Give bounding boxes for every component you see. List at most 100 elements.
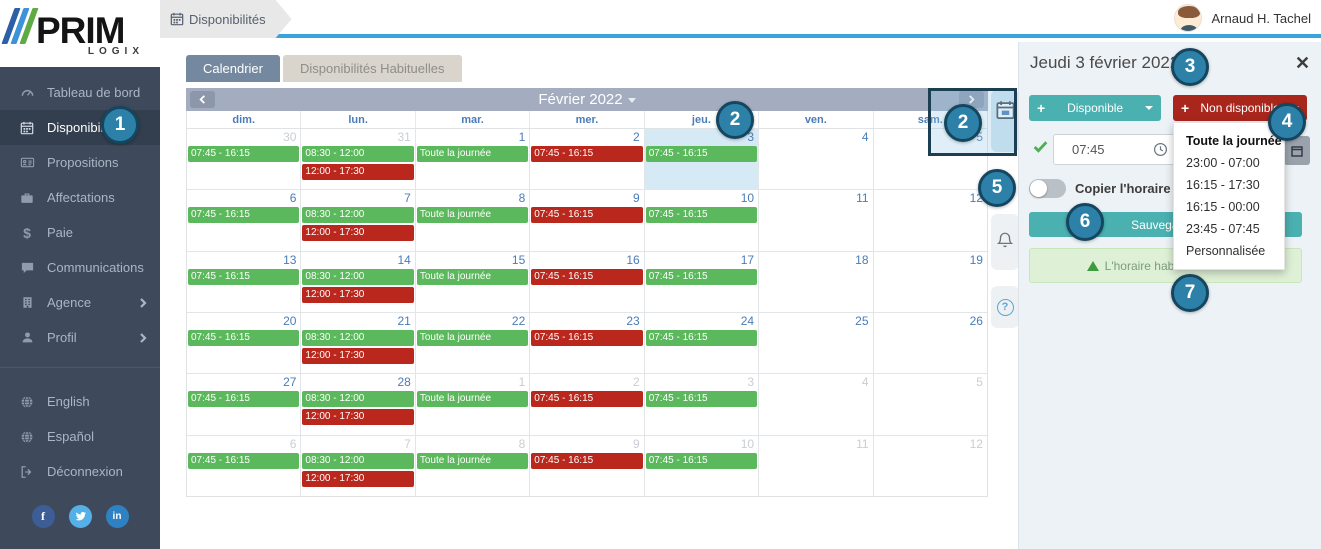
event-available[interactable]: 07:45 - 16:15 — [188, 146, 300, 162]
day-cell[interactable]: 5 — [874, 374, 987, 434]
event-available[interactable]: 07:45 - 16:15 — [188, 329, 300, 346]
day-cell[interactable]: 21 08:30 - 12:00 12:00 - 17:30 — [301, 312, 416, 374]
day-cell[interactable]: 12 — [874, 436, 987, 496]
day-cell[interactable]: 17 07:45 - 16:15 — [645, 251, 760, 312]
day-cell[interactable]: 19 — [874, 252, 987, 312]
event-unavailable[interactable]: 12:00 - 17:30 — [302, 409, 414, 426]
day-cell[interactable]: 30 07:45 - 16:15 — [187, 129, 302, 190]
event-available[interactable]: 07:45 - 16:15 — [645, 391, 758, 408]
event-unavailable[interactable]: 07:45 - 16:15 — [531, 146, 643, 162]
sidebar-item-espa-ol[interactable]: Español — [0, 419, 160, 454]
available-button[interactable]: + Disponible — [1029, 95, 1161, 121]
notifications-button[interactable] — [991, 214, 1019, 270]
event-available[interactable]: Toute la journée — [416, 207, 529, 224]
day-cell[interactable]: 8 Toute la journée — [416, 435, 531, 496]
calendar-prev-button[interactable] — [190, 91, 215, 108]
close-icon[interactable] — [1296, 56, 1309, 74]
day-cell[interactable]: 2 07:45 - 16:15 — [530, 374, 645, 435]
event-available[interactable]: 07:45 - 16:15 — [188, 452, 300, 469]
day-cell[interactable]: 1 Toute la journée — [416, 374, 531, 435]
event-unavailable[interactable]: 07:45 - 16:15 — [531, 391, 643, 408]
sidebar-item-affectations[interactable]: Affectations — [0, 180, 160, 215]
sidebar-item-profil[interactable]: Profil — [0, 320, 160, 355]
event-available[interactable]: 07:45 - 16:15 — [188, 391, 300, 408]
day-cell[interactable]: 25 — [759, 312, 874, 374]
event-available[interactable]: 08:30 - 12:00 — [302, 329, 414, 346]
day-cell[interactable]: 16 07:45 - 16:15 — [530, 251, 645, 312]
event-available[interactable]: 08:30 - 12:00 — [302, 268, 414, 285]
event-unavailable[interactable]: 12:00 - 17:30 — [302, 286, 414, 303]
event-unavailable[interactable]: 07:45 - 16:15 — [531, 452, 643, 469]
event-unavailable[interactable]: 12:00 - 17:30 — [302, 347, 414, 364]
event-unavailable[interactable]: 07:45 - 16:15 — [531, 268, 643, 285]
day-cell[interactable]: 31 08:30 - 12:00 12:00 - 17:30 — [301, 129, 416, 190]
tab-calendrier[interactable]: Calendrier — [186, 55, 280, 82]
event-available[interactable]: 07:45 - 16:15 — [645, 146, 758, 162]
breadcrumb[interactable]: Disponibilités — [160, 0, 292, 38]
time-input[interactable] — [1053, 134, 1177, 165]
day-cell[interactable]: 7 08:30 - 12:00 12:00 - 17:30 — [301, 435, 416, 496]
tab-disponibilit-s-habituelles[interactable]: Disponibilités Habituelles — [282, 55, 462, 82]
sidebar-item-propositions[interactable]: Propositions — [0, 145, 160, 180]
event-available[interactable]: 07:45 - 16:15 — [645, 452, 758, 469]
sidebar-item-tableau-de-bord[interactable]: Tableau de bord — [0, 75, 160, 110]
help-button[interactable]: ? — [991, 286, 1019, 328]
event-available[interactable]: 07:45 - 16:15 — [645, 268, 758, 285]
calendar-title[interactable]: Février 2022 — [186, 91, 988, 108]
event-available[interactable]: Toute la journée — [416, 268, 529, 285]
event-available[interactable]: 08:30 - 12:00 — [302, 391, 414, 408]
dropdown-item[interactable]: 16:15 - 17:30 — [1186, 177, 1260, 192]
day-cell[interactable]: 8 Toute la journée — [416, 190, 531, 251]
day-cell[interactable]: 15 Toute la journée — [416, 251, 531, 312]
facebook-icon[interactable]: f — [31, 505, 55, 528]
day-cell[interactable]: 9 07:45 - 16:15 — [530, 435, 645, 496]
day-cell[interactable]: 5 — [874, 129, 987, 189]
day-cell[interactable]: 12 — [874, 190, 987, 250]
event-available[interactable]: 07:45 - 16:15 — [645, 207, 758, 224]
dropdown-item[interactable]: 23:00 - 07:00 — [1186, 155, 1260, 170]
day-cell[interactable]: 10 07:45 - 16:15 — [645, 435, 760, 496]
day-cell[interactable]: 11 — [759, 435, 874, 496]
sidebar-item-communications[interactable]: Communications — [0, 250, 160, 285]
linkedin-icon[interactable]: in — [105, 505, 129, 528]
day-cell[interactable]: 24 07:45 - 16:15 — [645, 312, 760, 374]
day-cell[interactable]: 18 — [759, 251, 874, 312]
day-cell[interactable]: 14 08:30 - 12:00 12:00 - 17:30 — [301, 251, 416, 312]
event-unavailable[interactable]: 07:45 - 16:15 — [531, 207, 643, 224]
event-available[interactable]: Toute la journée — [416, 329, 529, 346]
event-available[interactable]: Toute la journée — [416, 146, 529, 162]
event-available[interactable]: 08:30 - 12:00 — [302, 207, 414, 224]
day-cell[interactable]: 2 07:45 - 16:15 — [530, 129, 645, 190]
day-cell[interactable]: 23 07:45 - 16:15 — [530, 312, 645, 374]
day-cell[interactable]: 13 07:45 - 16:15 — [187, 251, 302, 312]
dropdown-item[interactable]: Toute la journée — [1186, 133, 1282, 148]
sidebar-item-english[interactable]: English — [0, 384, 160, 419]
dropdown-item[interactable]: Personnalisée — [1186, 243, 1266, 258]
day-cell[interactable]: 1 Toute la journée — [416, 129, 531, 190]
event-available[interactable]: Toute la journée — [416, 391, 529, 408]
event-unavailable[interactable]: 12:00 - 17:30 — [302, 225, 414, 242]
day-cell[interactable]: 3 07:45 - 16:15 — [645, 374, 760, 435]
event-available[interactable]: 07:45 - 16:15 — [645, 329, 758, 346]
day-cell[interactable]: 10 07:45 - 16:15 — [645, 190, 760, 251]
sidebar-item-d-connexion[interactable]: Déconnexion — [0, 454, 160, 489]
day-cell[interactable]: 26 — [874, 313, 987, 373]
day-cell[interactable]: 4 — [759, 129, 874, 190]
day-cell[interactable]: 7 08:30 - 12:00 12:00 - 17:30 — [301, 190, 416, 251]
day-cell[interactable]: 27 07:45 - 16:15 — [187, 374, 302, 435]
copy-schedule-toggle[interactable] — [1029, 179, 1066, 198]
day-cell[interactable]: 6 07:45 - 16:15 — [187, 435, 302, 496]
twitter-icon[interactable] — [68, 505, 92, 528]
event-available[interactable]: 07:45 - 16:15 — [188, 268, 300, 285]
event-available[interactable]: 08:30 - 12:00 — [302, 452, 414, 469]
sidebar-item-agence[interactable]: Agence — [0, 285, 160, 320]
event-available[interactable]: 08:30 - 12:00 — [302, 146, 414, 162]
calendar-next-button[interactable] — [959, 91, 984, 108]
day-cell[interactable]: 9 07:45 - 16:15 — [530, 190, 645, 251]
day-cell[interactable]: 6 07:45 - 16:15 — [187, 190, 302, 251]
dropdown-item[interactable]: 23:45 - 07:45 — [1186, 221, 1260, 236]
event-unavailable[interactable]: 12:00 - 17:30 — [302, 164, 414, 180]
day-cell[interactable]: 20 07:45 - 16:15 — [187, 312, 302, 374]
day-cell[interactable]: 4 — [759, 374, 874, 435]
event-unavailable[interactable]: 07:45 - 16:15 — [531, 329, 643, 346]
